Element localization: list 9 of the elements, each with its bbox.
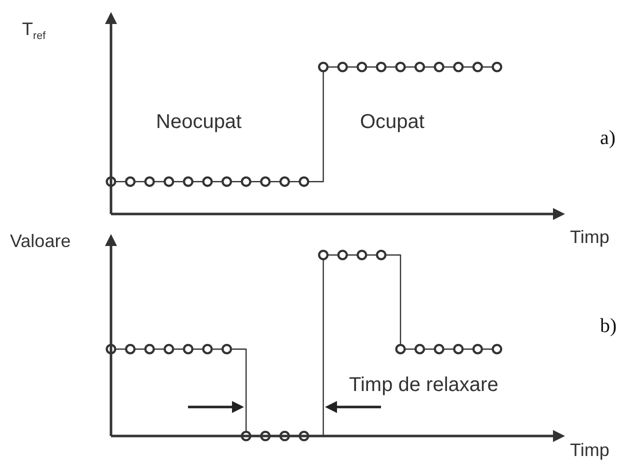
- annotation: Timp de relaxare: [349, 374, 498, 396]
- x-axis-title: Timp: [570, 227, 610, 247]
- y-axis-title: Valoare: [10, 231, 71, 251]
- annotation: Ocupat: [360, 111, 424, 133]
- x-axis-title: Timp: [570, 440, 610, 460]
- y-axis-title: T$_{ref}$: [22, 19, 46, 42]
- annotation: Neocupat: [156, 111, 242, 133]
- text: b): [600, 315, 617, 337]
- text: a): [600, 127, 616, 149]
